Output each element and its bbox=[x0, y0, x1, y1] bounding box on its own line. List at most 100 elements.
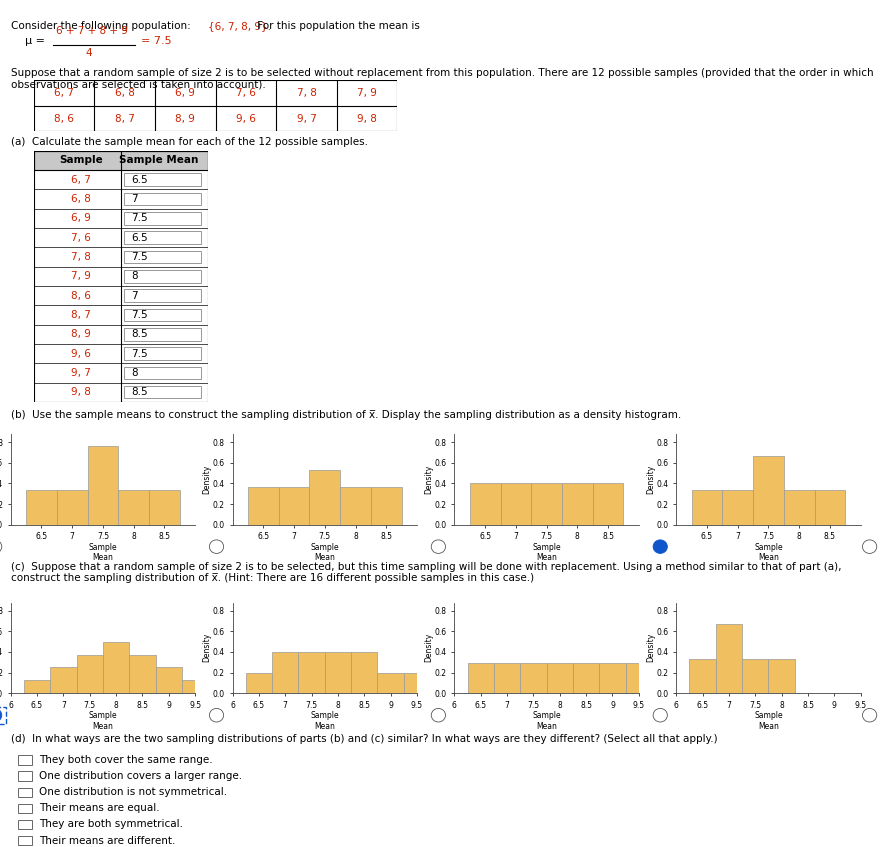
Text: 7, 6: 7, 6 bbox=[236, 88, 256, 98]
Bar bbox=[468, 663, 494, 693]
Text: One distribution covers a larger range.: One distribution covers a larger range. bbox=[39, 771, 242, 781]
Bar bbox=[309, 470, 340, 524]
Bar bbox=[18, 772, 32, 781]
Bar bbox=[404, 673, 430, 693]
Bar bbox=[129, 655, 156, 693]
Text: 7.5: 7.5 bbox=[131, 310, 148, 320]
Bar bbox=[325, 652, 351, 693]
Text: 7, 9: 7, 9 bbox=[357, 88, 377, 98]
Text: 8: 8 bbox=[131, 368, 138, 378]
Text: 6, 8: 6, 8 bbox=[70, 194, 91, 204]
Bar bbox=[18, 788, 32, 797]
Bar bbox=[573, 663, 600, 693]
Bar bbox=[182, 680, 208, 693]
Bar bbox=[124, 231, 200, 244]
Text: Their means are equal.: Their means are equal. bbox=[39, 803, 159, 813]
Text: Consider the following population:: Consider the following population: bbox=[11, 21, 193, 31]
Bar bbox=[378, 673, 404, 693]
Y-axis label: Density: Density bbox=[646, 634, 655, 662]
Bar bbox=[691, 490, 723, 524]
Text: 6, 7: 6, 7 bbox=[70, 174, 91, 185]
Bar bbox=[50, 667, 77, 693]
Text: 7.5: 7.5 bbox=[131, 213, 148, 224]
X-axis label: Sample
Mean: Sample Mean bbox=[88, 711, 118, 731]
Text: (c)  Suppose that a random sample of size 2 is to be selected, but this time sam: (c) Suppose that a random sample of size… bbox=[11, 562, 841, 584]
X-axis label: Sample
Mean: Sample Mean bbox=[532, 543, 561, 562]
Bar bbox=[742, 659, 768, 693]
Bar bbox=[24, 680, 50, 693]
Bar bbox=[753, 456, 784, 524]
Text: 9, 8: 9, 8 bbox=[70, 387, 91, 397]
Bar bbox=[103, 642, 129, 693]
X-axis label: Sample
Mean: Sample Mean bbox=[754, 543, 783, 562]
Bar bbox=[351, 652, 378, 693]
Text: 8, 7: 8, 7 bbox=[115, 113, 135, 124]
Bar bbox=[124, 251, 200, 263]
Bar bbox=[768, 659, 795, 693]
Text: They both cover the same range.: They both cover the same range. bbox=[39, 755, 213, 765]
Text: 8: 8 bbox=[131, 271, 138, 281]
Bar bbox=[87, 446, 119, 524]
Text: 8, 9: 8, 9 bbox=[176, 113, 195, 124]
Bar bbox=[690, 659, 715, 693]
Bar bbox=[272, 652, 298, 693]
Y-axis label: Density: Density bbox=[202, 634, 211, 662]
Text: 7, 8: 7, 8 bbox=[297, 88, 316, 98]
X-axis label: Sample
Mean: Sample Mean bbox=[754, 711, 783, 731]
Y-axis label: Density: Density bbox=[424, 465, 433, 494]
Text: 8, 9: 8, 9 bbox=[70, 329, 91, 340]
Bar bbox=[715, 624, 742, 693]
X-axis label: Sample
Mean: Sample Mean bbox=[310, 543, 339, 562]
X-axis label: Sample
Mean: Sample Mean bbox=[88, 543, 118, 562]
Text: 7, 9: 7, 9 bbox=[70, 271, 91, 281]
Text: 6, 8: 6, 8 bbox=[115, 88, 135, 98]
Text: Sample Mean: Sample Mean bbox=[119, 155, 199, 165]
Bar bbox=[18, 836, 32, 845]
Bar bbox=[57, 490, 87, 524]
Bar bbox=[723, 490, 753, 524]
Bar bbox=[298, 652, 325, 693]
Bar bbox=[124, 290, 200, 302]
X-axis label: Sample
Mean: Sample Mean bbox=[310, 711, 339, 731]
Text: 7, 6: 7, 6 bbox=[70, 233, 91, 243]
Text: 6, 7: 6, 7 bbox=[54, 88, 74, 98]
Bar bbox=[248, 487, 279, 524]
Bar bbox=[18, 804, 32, 813]
Bar bbox=[371, 487, 402, 524]
X-axis label: Sample
Mean: Sample Mean bbox=[532, 711, 561, 731]
Text: 7, 8: 7, 8 bbox=[70, 252, 91, 262]
Bar bbox=[625, 663, 652, 693]
Text: (b)  Use the sample means to construct the sampling distribution of x̅. Display : (b) Use the sample means to construct th… bbox=[11, 410, 681, 420]
Text: 9, 7: 9, 7 bbox=[297, 113, 316, 124]
Text: 9, 8: 9, 8 bbox=[357, 113, 377, 124]
Bar bbox=[531, 484, 562, 524]
Text: 4: 4 bbox=[86, 48, 93, 58]
Text: (a)  Calculate the sample mean for each of the 12 possible samples.: (a) Calculate the sample mean for each o… bbox=[11, 137, 368, 147]
Bar bbox=[124, 367, 200, 379]
Text: 9, 6: 9, 6 bbox=[70, 348, 91, 358]
Text: 9, 7: 9, 7 bbox=[70, 368, 91, 378]
Bar bbox=[124, 347, 200, 360]
Bar bbox=[124, 308, 200, 321]
Text: = 7.5: = 7.5 bbox=[141, 36, 171, 46]
Text: 8, 6: 8, 6 bbox=[54, 113, 74, 124]
Text: For this population the mean is: For this population the mean is bbox=[254, 21, 420, 31]
Bar bbox=[156, 667, 182, 693]
Bar bbox=[18, 820, 32, 829]
Bar bbox=[520, 663, 547, 693]
Bar bbox=[119, 490, 149, 524]
Bar bbox=[279, 487, 309, 524]
Bar bbox=[124, 270, 200, 283]
Text: They are both symmetrical.: They are both symmetrical. bbox=[39, 819, 184, 829]
Text: One distribution is not symmetrical.: One distribution is not symmetrical. bbox=[39, 787, 227, 797]
Text: (d)  In what ways are the two sampling distributions of parts (b) and (c) simila: (d) In what ways are the two sampling di… bbox=[11, 734, 717, 744]
Bar bbox=[470, 484, 501, 524]
Bar bbox=[77, 655, 103, 693]
Bar bbox=[246, 673, 272, 693]
Bar bbox=[18, 756, 32, 765]
Text: 8, 6: 8, 6 bbox=[70, 291, 91, 301]
Text: Sample: Sample bbox=[59, 155, 102, 165]
Text: 8, 7: 8, 7 bbox=[70, 310, 91, 320]
Bar bbox=[149, 490, 180, 524]
Bar bbox=[340, 487, 371, 524]
